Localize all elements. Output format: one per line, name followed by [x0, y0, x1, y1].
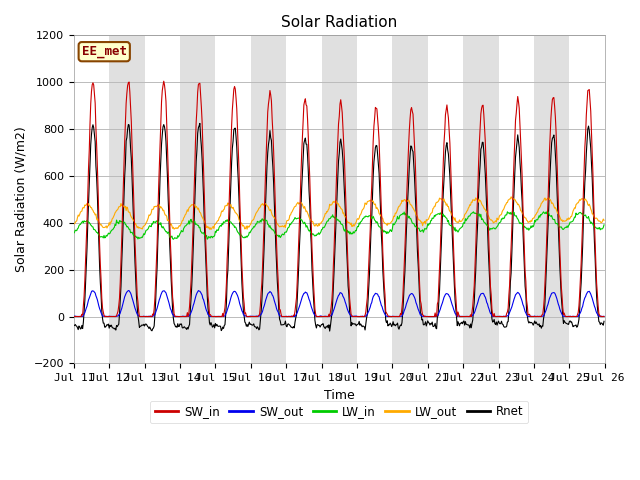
Bar: [534, 36, 570, 363]
Title: Solar Radiation: Solar Radiation: [281, 15, 397, 30]
X-axis label: Time: Time: [324, 389, 355, 402]
Y-axis label: Solar Radiation (W/m2): Solar Radiation (W/m2): [15, 127, 28, 272]
Bar: [392, 36, 428, 363]
Bar: [463, 36, 499, 363]
Bar: [180, 36, 216, 363]
Bar: [321, 36, 357, 363]
Text: EE_met: EE_met: [82, 45, 127, 58]
Bar: [109, 36, 145, 363]
Bar: [251, 36, 286, 363]
Legend: SW_in, SW_out, LW_in, LW_out, Rnet: SW_in, SW_out, LW_in, LW_out, Rnet: [150, 401, 529, 423]
